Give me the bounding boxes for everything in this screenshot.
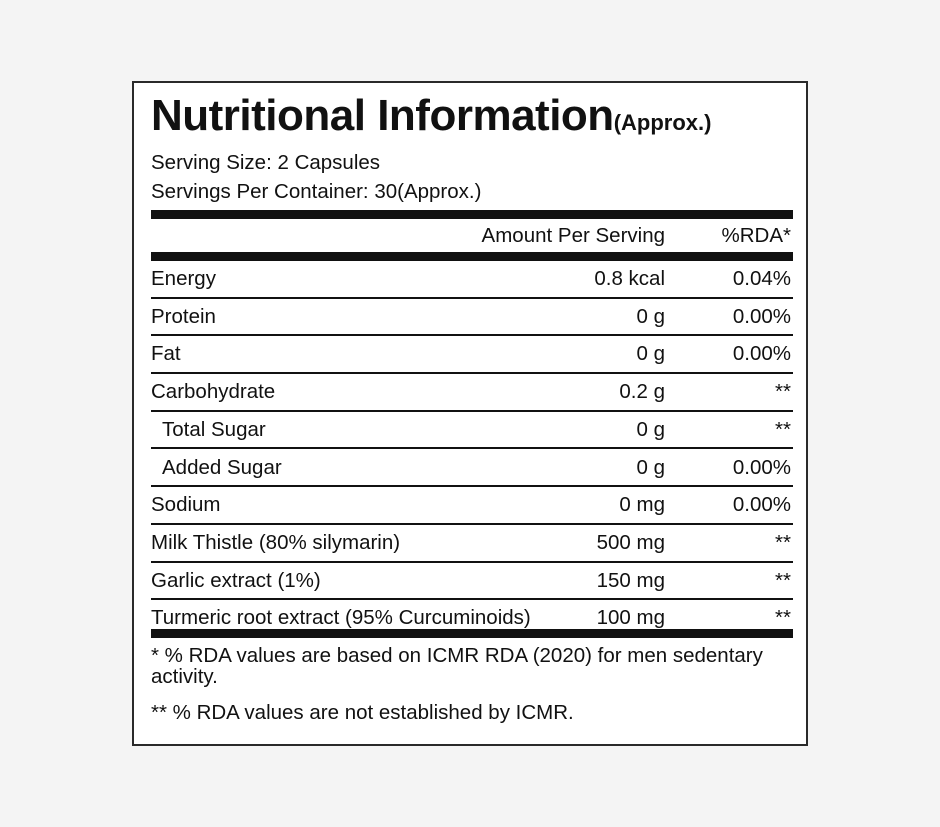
table-header: Amount Per Serving %RDA*: [151, 218, 793, 256]
table-row: Added Sugar 0 g 0.00%: [151, 450, 793, 488]
nutrient-amount: 500 mg: [596, 530, 665, 554]
nutrient-amount: 0 g: [636, 455, 666, 479]
nutrient-name: Energy: [151, 267, 216, 290]
nutrient-amount: 0 g: [636, 417, 666, 441]
footnote-1: * % RDA values are based on ICMR RDA (20…: [151, 644, 763, 688]
table-row: Protein 0 g 0.00%: [151, 299, 793, 337]
divider-thick: [151, 629, 793, 638]
nutrient-amount: 0 g: [636, 304, 666, 328]
nutrient-name: Garlic extract (1%): [151, 568, 321, 592]
serving-size: Serving Size: 2 Capsules: [151, 151, 381, 174]
table-row: Sodium 0 mg 0.00%: [151, 487, 793, 525]
nutrient-rda: **: [775, 530, 791, 554]
nutrient-name: Sodium: [151, 493, 221, 517]
nutrient-name: Milk Thistle (80% silymarin): [151, 530, 401, 554]
header-amount: Amount Per Serving: [481, 224, 665, 247]
table-row: Total Sugar 0 g **: [151, 412, 793, 450]
nutrient-rda: **: [775, 417, 791, 441]
nutrient-rda: 0.00%: [732, 493, 791, 517]
table-row: Milk Thistle (80% silymarin) 500 mg **: [151, 525, 793, 563]
title-main: Nutritional Information: [151, 91, 614, 140]
nutrient-rda: **: [775, 606, 791, 630]
divider-thick: [151, 252, 793, 261]
footnote-2: ** % RDA values are not established by I…: [151, 701, 574, 724]
nutrient-rda: **: [775, 568, 791, 592]
nutrient-rda: 0.00%: [732, 455, 791, 479]
header-rda: %RDA*: [721, 224, 792, 247]
nutrient-rda: **: [775, 380, 791, 404]
nutrient-rda: 0.00%: [732, 304, 791, 328]
nutrient-name: Protein: [151, 304, 216, 328]
servings-per-container: Servings Per Container: 30(Approx.): [151, 180, 482, 203]
nutrient-name: Added Sugar: [162, 455, 282, 479]
divider-thick: [151, 210, 793, 219]
table-row: Turmeric root extract (95% Curcuminoids)…: [151, 600, 793, 638]
nutrient-name: Turmeric root extract (95% Curcuminoids): [151, 606, 531, 630]
nutrient-amount: 100 mg: [596, 606, 665, 630]
table-row: Fat 0 g 0.00%: [151, 336, 793, 375]
nutrition-label: Nutritional Information(Approx.) Serving…: [132, 81, 808, 746]
label-title: Nutritional Information(Approx.): [151, 91, 711, 141]
nutrient-name: Carbohydrate: [151, 380, 276, 404]
nutrient-amount: 0 g: [636, 342, 666, 366]
table-row: Energy 0.8 kcal 0.04%: [151, 261, 793, 299]
title-suffix: (Approx.): [613, 110, 712, 135]
nutrient-rda: 0.04%: [732, 267, 791, 290]
nutrient-amount: 0.2 g: [619, 380, 665, 404]
table-row: Garlic extract (1%) 150 mg **: [151, 563, 793, 601]
nutrient-name: Fat: [151, 342, 181, 366]
nutrient-amount: 150 mg: [596, 568, 665, 592]
nutrient-amount: 0 mg: [619, 493, 665, 517]
nutrient-rda: 0.00%: [732, 342, 791, 366]
nutrient-amount: 0.8 kcal: [594, 267, 665, 290]
nutrient-name: Total Sugar: [162, 417, 266, 441]
table-row: Carbohydrate 0.2 g **: [151, 374, 793, 412]
